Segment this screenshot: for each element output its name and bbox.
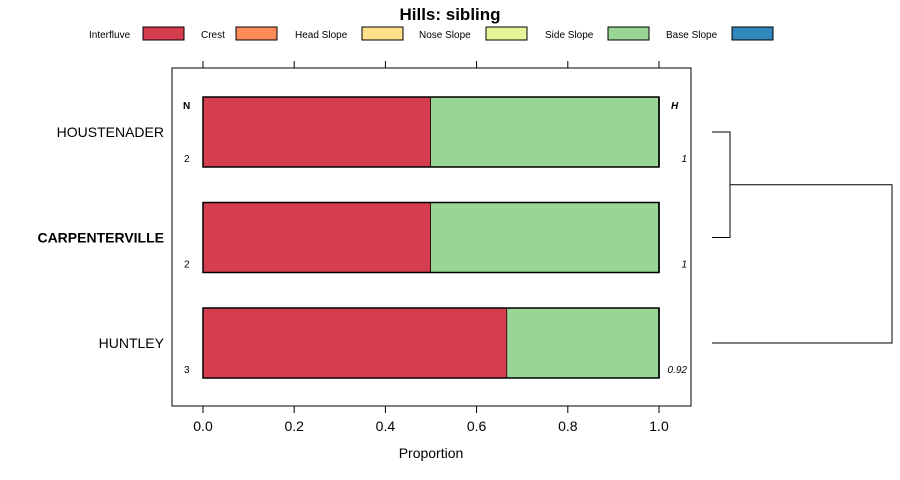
n-value-huntley: 3 (184, 365, 190, 376)
legend: Interfluve Crest Head Slope Nose Slope Side … (89, 26, 774, 41)
bar-huntley-interfluve (203, 308, 508, 378)
bar-carpenterville-interfluve (203, 202, 431, 273)
y-label-carpenterville: CARPENTERVILLE (37, 230, 164, 246)
bar-outline-carpenterville (202, 201, 660, 274)
h-value-houstenader: 1 (681, 154, 687, 165)
plot-frame (171, 67, 692, 407)
bar-outline-houstenader (202, 96, 660, 168)
x-tick-label-0: 0.0 (193, 418, 213, 434)
bar-outline-huntley (202, 307, 660, 379)
legend-label-side-slope: Side Slope (545, 30, 594, 41)
dendrogram (712, 131, 893, 344)
y-label-houstenader: HOUSTENADER (57, 124, 164, 140)
legend-swatch-interfluve (142, 26, 185, 41)
legend-swatch-side-slope (607, 26, 650, 41)
y-labels: HOUSTENADER CARPENTERVILLE HUNTLEY (37, 124, 164, 351)
x-axis-label: Proportion (399, 445, 464, 461)
bars (202, 96, 660, 379)
bar-carpenterville-side-slope (431, 202, 659, 273)
legend-label-head-slope: Head Slope (295, 30, 348, 41)
h-value-carpenterville: 1 (681, 260, 687, 271)
legend-swatch-nose-slope (485, 26, 528, 41)
h-header: H (671, 101, 679, 112)
dendrogram-branch-2 (712, 184, 893, 344)
x-axis: 0.0 0.2 0.4 0.6 0.8 1.0 (193, 61, 669, 434)
bar-houstenader-interfluve (203, 97, 431, 167)
legend-label-interfluve: Interfluve (89, 30, 131, 41)
bar-houstenader-side-slope (431, 97, 659, 167)
h-value-huntley: 0.92 (668, 365, 688, 376)
n-header: N (183, 101, 190, 112)
bar-huntley-side-slope (507, 308, 659, 378)
n-value-carpenterville: 2 (184, 260, 190, 271)
annotations: N H 2 1 2 1 3 0.92 (183, 101, 687, 376)
x-tick-label-2: 0.4 (376, 418, 396, 434)
legend-swatch-crest (235, 26, 278, 41)
n-value-houstenader: 2 (184, 154, 190, 165)
x-tick-label-4: 0.8 (558, 418, 578, 434)
legend-label-base-slope: Base Slope (666, 30, 718, 41)
legend-swatch-base-slope (731, 26, 774, 41)
x-tick-label-1: 0.2 (284, 418, 304, 434)
legend-label-nose-slope: Nose Slope (419, 30, 471, 41)
chart-title: Hills: sibling (399, 5, 500, 24)
dendrogram-branch-1 (712, 131, 731, 238)
y-label-huntley: HUNTLEY (99, 335, 165, 351)
x-tick-label-3: 0.6 (467, 418, 487, 434)
x-tick-label-5: 1.0 (649, 418, 669, 434)
legend-label-crest: Crest (201, 30, 225, 41)
legend-swatch-head-slope (361, 26, 404, 41)
